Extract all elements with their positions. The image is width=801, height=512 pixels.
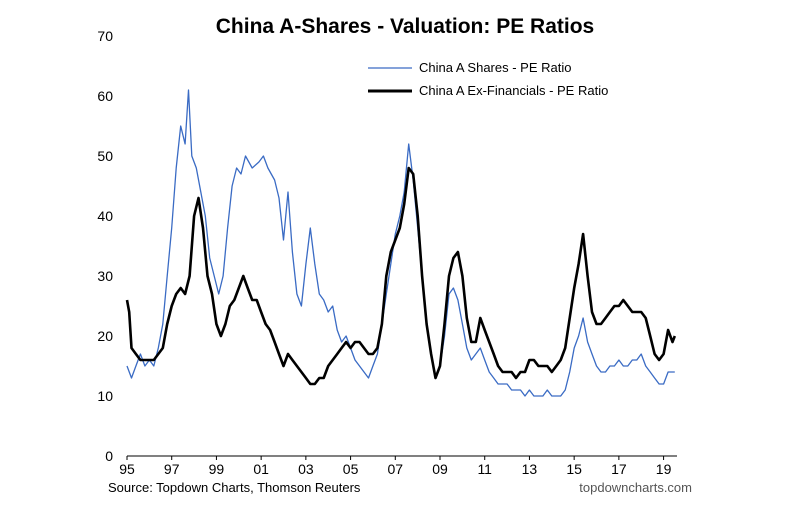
y-tick-label: 10 bbox=[97, 388, 113, 404]
x-tick-label: 13 bbox=[522, 461, 538, 477]
x-tick-label: 19 bbox=[656, 461, 672, 477]
brand-watermark: topdowncharts.com bbox=[579, 480, 692, 495]
x-tick-label: 01 bbox=[253, 461, 269, 477]
x-tick-label: 97 bbox=[164, 461, 180, 477]
y-tick-labels: 0 10 20 30 40 50 60 70 bbox=[97, 28, 113, 464]
legend-label-china-a-ex-financials: China A Ex-Financials - PE Ratio bbox=[419, 83, 608, 98]
legend-label-china-a-shares: China A Shares - PE Ratio bbox=[419, 60, 571, 75]
y-tick-label: 40 bbox=[97, 208, 113, 224]
x-tick-label: 15 bbox=[566, 461, 582, 477]
x-tick-label: 09 bbox=[432, 461, 448, 477]
series-line-china-a-ex-financials bbox=[125, 166, 677, 386]
y-tick-label: 20 bbox=[97, 328, 113, 344]
series-lines bbox=[125, 89, 677, 397]
x-tick-label: 11 bbox=[477, 461, 492, 477]
x-tick-label: 05 bbox=[343, 461, 359, 477]
x-tick-label: 07 bbox=[388, 461, 404, 477]
y-tick-label: 70 bbox=[97, 28, 113, 44]
x-tick-labels: 95 97 99 01 03 05 07 09 11 13 15 17 19 bbox=[119, 456, 672, 477]
source-note: Source: Topdown Charts, Thomson Reuters bbox=[108, 480, 361, 495]
x-tick-label: 17 bbox=[611, 461, 627, 477]
y-tick-label: 60 bbox=[97, 88, 113, 104]
x-tick-label: 99 bbox=[209, 461, 225, 477]
y-tick-label: 0 bbox=[105, 448, 113, 464]
y-tick-label: 30 bbox=[97, 268, 113, 284]
series-line-china-a-shares bbox=[126, 89, 675, 397]
chart-title: China A-Shares - Valuation: PE Ratios bbox=[216, 15, 594, 38]
x-tick-label: 03 bbox=[298, 461, 314, 477]
x-tick-label: 95 bbox=[119, 461, 135, 477]
y-tick-label: 50 bbox=[97, 148, 113, 164]
legend: China A Shares - PE Ratio China A Ex-Fin… bbox=[368, 60, 608, 98]
